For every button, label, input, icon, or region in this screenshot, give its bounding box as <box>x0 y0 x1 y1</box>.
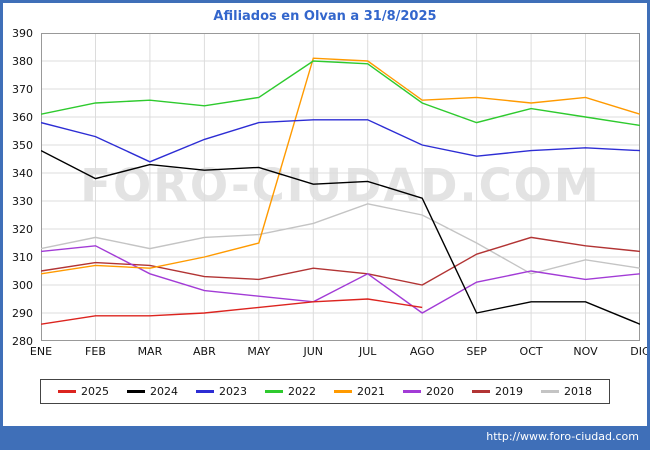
legend-swatch <box>472 390 490 393</box>
legend-label: 2023 <box>219 385 247 398</box>
y-tick-label: 300 <box>12 279 33 292</box>
legend-item-2021: 2021 <box>334 385 385 398</box>
series-line-2024 <box>41 149 640 325</box>
legend-item-2025: 2025 <box>58 385 109 398</box>
legend-item-2020: 2020 <box>403 385 454 398</box>
legend-swatch <box>127 390 145 393</box>
x-tick-label: MAY <box>247 345 271 358</box>
legend-label: 2021 <box>357 385 385 398</box>
x-tick-label: AGO <box>409 345 435 358</box>
legend-swatch <box>403 390 421 393</box>
x-tick-label: ABR <box>193 345 216 358</box>
legend-item-2022: 2022 <box>265 385 316 398</box>
x-tick-label: ENE <box>29 345 53 358</box>
y-tick-label: 290 <box>12 307 33 320</box>
y-tick-label: 340 <box>12 167 33 180</box>
y-tick-label: 350 <box>12 139 33 152</box>
legend-label: 2025 <box>81 385 109 398</box>
chart-title: Afiliados en Olvan a 31/8/2025 <box>213 9 437 24</box>
plot-area: FORO-CIUDAD.COM <box>41 33 640 341</box>
x-tick-label: JUN <box>303 345 324 358</box>
legend-swatch <box>265 390 283 393</box>
series-line-2020 <box>41 245 640 314</box>
series-line-2022 <box>41 60 640 127</box>
legend-swatch <box>541 390 559 393</box>
y-tick-label: 320 <box>12 223 33 236</box>
legend-item-2019: 2019 <box>472 385 523 398</box>
legend-swatch <box>58 390 76 393</box>
x-tick-label: FEB <box>85 345 106 358</box>
legend-label: 2019 <box>495 385 523 398</box>
x-tick-label: NOV <box>573 345 598 358</box>
x-tick-label: SEP <box>466 345 487 358</box>
site-url[interactable]: http://www.foro-ciudad.com <box>486 430 639 443</box>
legend-item-2023: 2023 <box>196 385 247 398</box>
legend-label: 2024 <box>150 385 178 398</box>
y-tick-label: 310 <box>12 251 33 264</box>
x-axis-labels: ENE FEB MAR ABR MAY JUN JUL AGO SEP OCT NOV DIC <box>30 345 647 359</box>
footer-bar: http://www.foro-ciudad.com <box>3 426 647 447</box>
series-line-2023 <box>41 119 640 163</box>
legend: 2025 2024 2023 2022 2021 2020 2019 2018 <box>40 379 610 404</box>
series-line-2019 <box>41 236 640 286</box>
legend-item-2018: 2018 <box>541 385 592 398</box>
series-line-2018 <box>41 203 640 275</box>
legend-label: 2022 <box>288 385 316 398</box>
y-tick-label: 380 <box>12 55 33 68</box>
series-line-2025 <box>41 298 423 325</box>
watermark: FORO-CIUDAD.COM <box>80 159 601 212</box>
y-tick-label: 360 <box>12 111 33 124</box>
y-axis-labels: 280 290 300 310 320 330 340 350 360 370 380 390 <box>3 27 37 348</box>
x-tick-label: OCT <box>519 345 543 358</box>
legend-label: 2020 <box>426 385 454 398</box>
x-tick-label: DIC <box>630 345 650 358</box>
y-tick-label: 390 <box>12 27 33 40</box>
series-line-2021 <box>41 57 640 275</box>
legend-swatch <box>196 390 214 393</box>
y-tick-label: 330 <box>12 195 33 208</box>
y-tick-label: 370 <box>12 83 33 96</box>
x-tick-label: JUL <box>359 345 377 358</box>
x-tick-label: MAR <box>137 345 163 358</box>
legend-item-2024: 2024 <box>127 385 178 398</box>
y-tick-label: 280 <box>12 335 33 348</box>
legend-swatch <box>334 390 352 393</box>
legend-label: 2018 <box>564 385 592 398</box>
plot-svg <box>41 33 640 341</box>
